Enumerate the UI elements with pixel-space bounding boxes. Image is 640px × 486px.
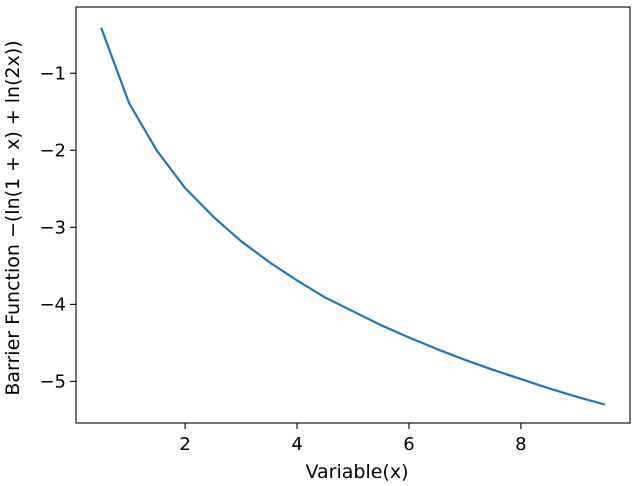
x-tick-label: 4 bbox=[291, 434, 302, 455]
y-tick-label: −1 bbox=[39, 63, 66, 84]
series-line-0 bbox=[100, 27, 606, 406]
x-tick-label: 8 bbox=[515, 434, 526, 455]
plot-area bbox=[100, 27, 606, 406]
x-tick-label: 2 bbox=[179, 434, 190, 455]
y-axis-label: Barrier Function −(ln(1 + x) + ln(2x)) bbox=[2, 40, 24, 395]
y-tick-label: −4 bbox=[39, 294, 66, 315]
axes: 2 4 6 8 −1 −2 −3 −4 −5 bbox=[39, 6, 631, 455]
y-tick-label: −5 bbox=[39, 371, 66, 392]
x-axis-label: Variable(x) bbox=[306, 461, 409, 483]
y-tick-label: −3 bbox=[39, 217, 66, 238]
plot-frame bbox=[75, 6, 631, 424]
y-tick-label: −2 bbox=[39, 140, 66, 161]
x-tick-label: 6 bbox=[403, 434, 414, 455]
